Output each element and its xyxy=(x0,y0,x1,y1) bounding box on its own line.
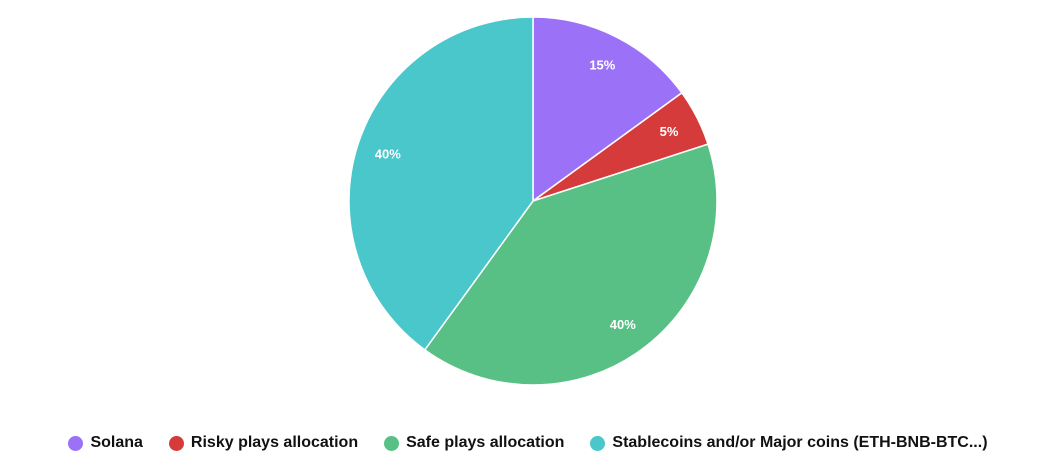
legend-item[interactable]: Risky plays allocation xyxy=(168,434,359,452)
pie-slice-1[interactable] xyxy=(532,16,683,203)
legend-item[interactable]: Stablecoins and/or Major coins (ETH-BNB-… xyxy=(590,434,988,452)
pie-slice-4[interactable] xyxy=(348,16,534,351)
legend-item[interactable]: Solana xyxy=(68,434,143,452)
pie-slice-3[interactable] xyxy=(423,143,718,386)
pie-slice-label: 5% xyxy=(660,124,679,139)
legend-label: Risky plays allocation xyxy=(190,434,359,451)
pie-slice-label: 15% xyxy=(589,57,615,72)
legend-swatch-icon xyxy=(590,435,606,451)
legend-label: Solana xyxy=(90,434,143,451)
pie-slice-label: 40% xyxy=(610,317,636,332)
legend-swatch-icon xyxy=(168,435,184,451)
legend-swatch-icon xyxy=(384,435,400,451)
pie-slice-labels: 15% 5% 40% 40% xyxy=(375,57,679,332)
legend-item[interactable]: Safe plays allocation xyxy=(384,434,564,452)
legend: Solana Risky plays allocation Safe plays a… xyxy=(0,431,1056,455)
legend-label: Safe plays allocation xyxy=(406,434,565,451)
pie-slices xyxy=(348,16,718,386)
pie-slice-label: 40% xyxy=(375,146,401,161)
legend-label: Stablecoins and/or Major coins (ETH-BNB-… xyxy=(612,434,988,451)
legend-swatch-icon xyxy=(68,435,84,451)
